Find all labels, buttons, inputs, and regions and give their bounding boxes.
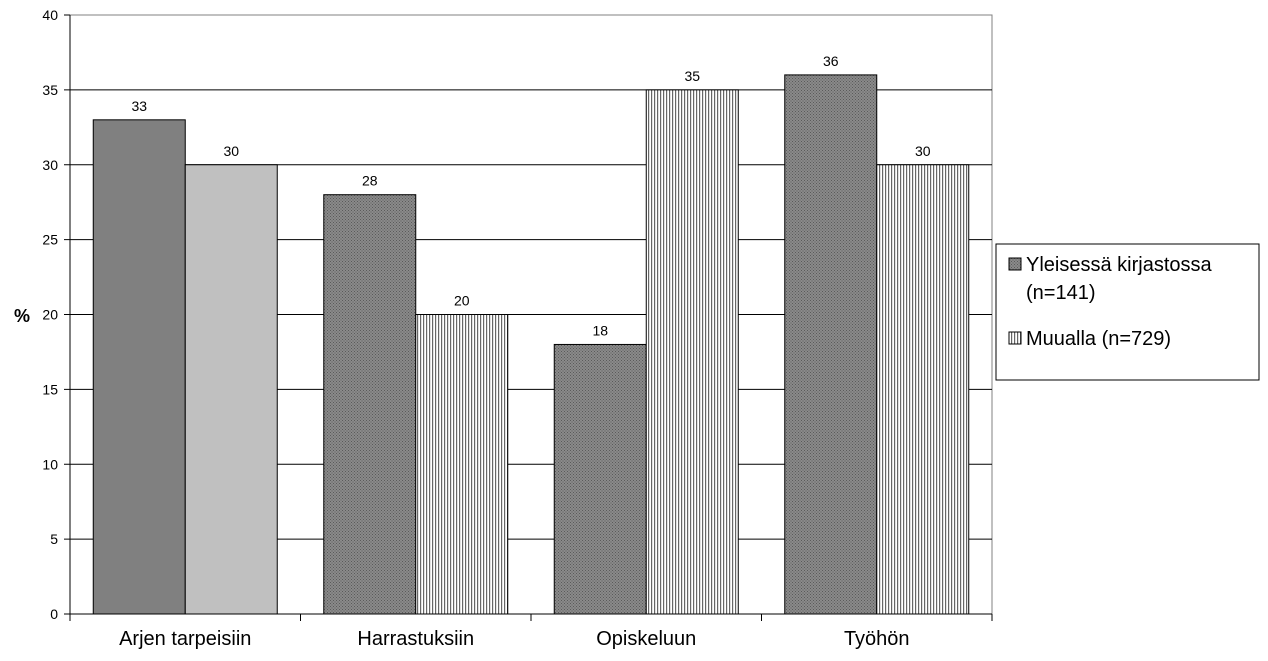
legend-label: (n=141) <box>1026 282 1096 304</box>
bar <box>92 119 186 615</box>
data-label: 20 <box>454 293 470 309</box>
bar <box>876 164 970 615</box>
data-label: 28 <box>362 173 378 189</box>
legend-frame <box>995 243 1260 381</box>
x-tick-label: Arjen tarpeisiin <box>119 628 251 650</box>
y-tick-label: 20 <box>42 307 58 323</box>
legend-label: Muualla (n=729) <box>1026 328 1171 350</box>
plot-area: 33 30 28 20 18 35 36 30 <box>69 14 993 615</box>
legend-swatch <box>1008 331 1022 345</box>
bar <box>645 89 739 615</box>
x-tick-label: Harrastuksiin <box>357 628 474 650</box>
bar <box>784 74 878 615</box>
data-label: 36 <box>823 53 839 69</box>
x-tick-label: Työhön <box>844 628 910 650</box>
data-label: 18 <box>592 322 608 338</box>
y-axis-ticks: 0 5 10 15 20 25 30 35 40 <box>42 7 70 622</box>
y-tick-label: 35 <box>42 82 58 98</box>
y-tick-label: 40 <box>42 7 58 23</box>
data-label: 30 <box>915 143 931 159</box>
bar <box>184 164 278 615</box>
x-tick-label: Opiskeluun <box>596 628 696 650</box>
y-tick-label: 0 <box>50 606 58 622</box>
bars <box>92 74 970 615</box>
data-label: 33 <box>131 98 147 114</box>
y-axis-label: % <box>14 306 30 326</box>
data-label: 30 <box>223 143 239 159</box>
y-tick-label: 5 <box>50 531 58 547</box>
y-tick-label: 30 <box>42 157 58 173</box>
data-labels: 33 30 28 20 18 35 36 30 <box>131 53 930 339</box>
x-axis-ticks: Arjen tarpeisiin Harrastuksiin Opiskeluun T… <box>69 614 993 650</box>
bar <box>415 314 509 615</box>
y-tick-label: 15 <box>42 381 58 397</box>
legend: Yleisessä kirjastossa (n=141) Muualla (n=7… <box>995 243 1260 381</box>
y-tick-label: 10 <box>42 456 58 472</box>
bar <box>553 343 647 615</box>
y-tick-label: 25 <box>42 232 58 248</box>
bar <box>323 194 417 615</box>
legend-swatch <box>1008 257 1022 271</box>
legend-label: Yleisessä kirjastossa <box>1026 254 1213 276</box>
data-label: 35 <box>684 68 700 84</box>
